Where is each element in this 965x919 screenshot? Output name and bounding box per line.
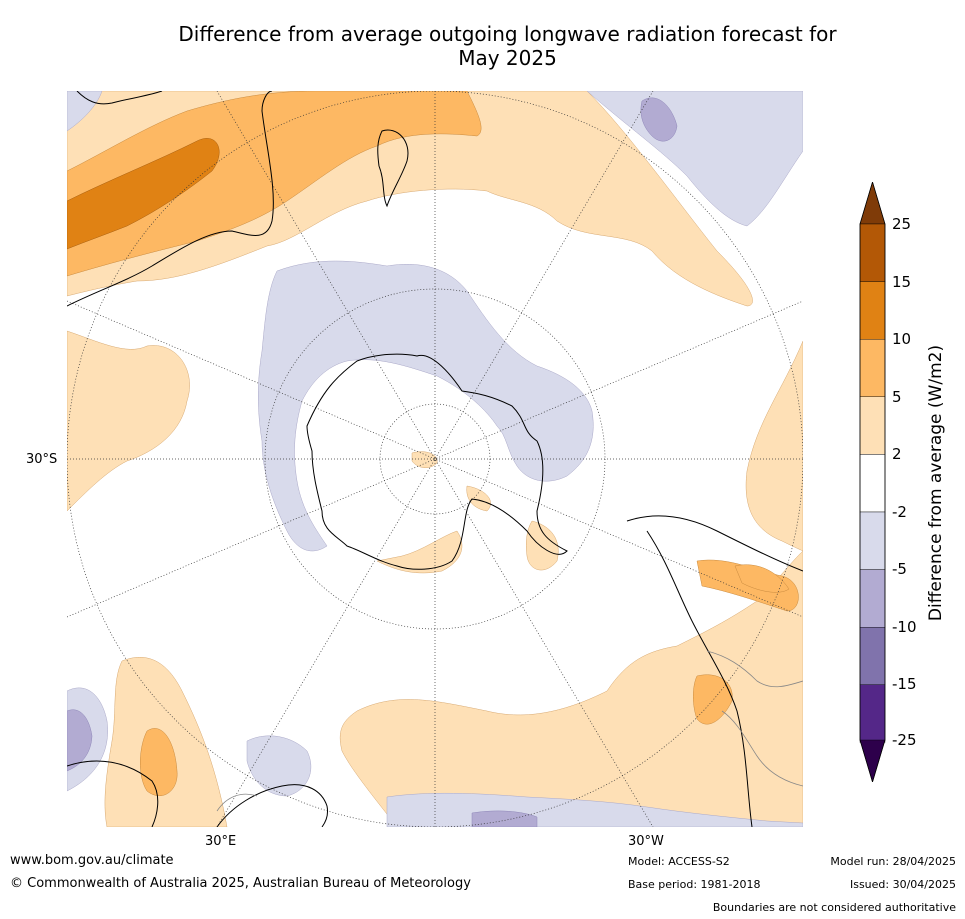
colorbar-under-arrow [859,739,886,783]
website-link[interactable]: www.bom.gov.au/climate [10,853,174,868]
colorbar-outline [859,180,886,784]
colorbar-title: Difference from average (W/m2) [926,344,946,622]
copyright-text: © Commonwealth of Australia 2025, Austra… [10,876,471,891]
colorbar-band-10-15 [859,281,886,340]
colorbar-tick-neg25: -25 [892,731,917,749]
model-run-text: Model run: 28/04/2025 [830,855,956,868]
disclaimer-text: Boundaries are not considered authoritat… [712,901,956,914]
colorbar-tick-5: 5 [892,388,902,406]
colorbar-band-neg5-neg2 [859,511,886,570]
base-period-text: Base period: 1981-2018 [628,878,761,891]
title-line-2: May 2025 [458,46,557,70]
colorbar-band-neg25-neg15 [859,684,886,743]
longitude-label-30e: 30°E [205,834,237,849]
colorbar-band-15-25 [859,223,886,282]
colorbar-band-5-10 [859,338,886,397]
anomaly-10-to-15-regions [67,138,220,250]
colorbar-tick-10: 10 [892,330,912,348]
antarctica-coastline [306,353,568,570]
model-text: Model: ACCESS-S2 [628,855,730,868]
issued-text: Issued: 30/04/2025 [849,878,956,891]
country-boundaries [216,650,803,812]
colorbar-band-2-5 [859,396,886,455]
colorbar-tick-2: 2 [892,445,902,463]
graticule [67,91,803,827]
colorbar-tick-neg10: -10 [892,618,917,636]
colorbar-tick-25: 25 [892,215,912,233]
polar-map-svg [67,91,803,827]
colorbar-over-arrow [859,181,886,225]
colorbar-svg [859,180,886,784]
colorbar-tick-15: 15 [892,273,912,291]
longitude-label-30w: 30°W [628,834,664,849]
title-line-1: Difference from average outgoing longwav… [178,22,837,46]
colorbar-tick-neg15: -15 [892,675,917,693]
latitude-label-30s: 30°S [26,452,58,467]
colorbar [850,180,895,784]
colorbar-band-neg15-neg10 [859,627,886,686]
polar-map [67,91,803,827]
colorbar-tick-neg2: -2 [892,503,907,521]
map-title: Difference from average outgoing longwav… [120,22,895,70]
colorbar-band-neg2-2 [859,454,886,513]
continent-outlines [67,91,803,827]
colorbar-tick-neg5: -5 [892,560,907,578]
colorbar-band-neg10-neg5 [859,569,886,628]
anomaly-neg5-to-neg10-regions [67,97,678,827]
